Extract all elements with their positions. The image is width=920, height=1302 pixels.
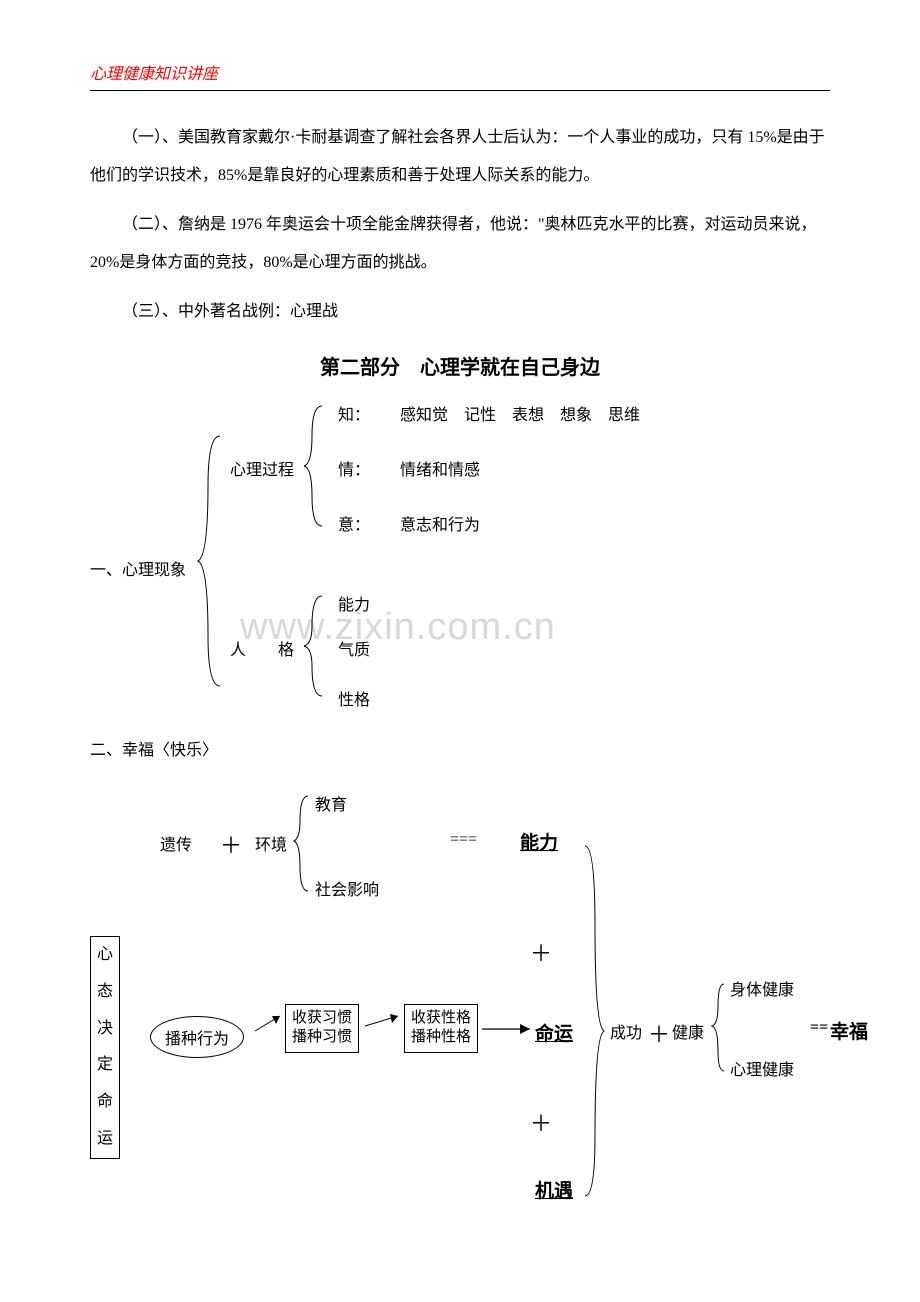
vbox-char: 心 (91, 937, 119, 974)
environment-label: 环境 (255, 831, 287, 855)
paragraph-2: （二）、詹纳是 1976 年奥运会十项全能金牌获得者，他说："奥林匹克水平的比赛… (90, 206, 830, 283)
paragraph-1: （一）、美国教育家戴尔·卡耐基调查了解社会各界人士后认为：一个人事业的成功，只有… (90, 119, 830, 196)
plus-icon: ＋ (648, 1017, 670, 1049)
habit-box-top: 收获习惯 (292, 1009, 352, 1029)
qing-items: 情绪和情感 (400, 456, 480, 480)
success-label: 成功 (610, 1019, 642, 1043)
fate-label: 命运 (535, 1019, 573, 1046)
subheading-happiness: 二、幸福〈快乐〉 (90, 736, 830, 760)
character-box-bot: 播种性格 (411, 1028, 471, 1048)
physical-health-label: 身体健康 (730, 976, 794, 1000)
equals-sign-2: == (810, 1019, 828, 1037)
habit-box-bot: 播种习惯 (292, 1028, 352, 1048)
vbox-char: 定 (91, 1047, 119, 1084)
zhi-label: 知： (338, 401, 370, 425)
root-label: 一、心理现象 (90, 556, 186, 580)
social-influence-label: 社会影响 (315, 876, 379, 900)
yi-items: 意志和行为 (400, 511, 480, 535)
health-label: 健康 (672, 1019, 704, 1043)
vbox-char: 决 (91, 1011, 119, 1048)
character-box-top: 收获性格 (411, 1009, 471, 1029)
sow-behavior-ellipse: 播种行为 (150, 1016, 244, 1058)
opportunity-label: 机遇 (535, 1176, 573, 1203)
plus-icon: ＋ (220, 828, 242, 860)
mindset-box: 心 态 决 定 命 运 (90, 936, 120, 1159)
character-box: 收获性格 播种性格 (404, 1004, 478, 1053)
equals-sign: === (450, 831, 477, 849)
education-label: 教育 (315, 791, 347, 815)
page-header: 心理健康知识讲座 (90, 60, 830, 91)
vbox-char: 运 (91, 1121, 119, 1158)
plus-icon: ＋ (530, 1106, 552, 1138)
diagram-happiness: 遗传 ＋ 环境 教育 社会影响 === 能力 ＋ 心 态 决 定 命 运 播种行… (90, 776, 890, 1206)
heredity-label: 遗传 (160, 831, 192, 855)
ability-label: 能力 (338, 591, 370, 615)
temperament-label: 气质 (338, 636, 370, 660)
yi-label: 意： (338, 511, 370, 535)
character-label: 性格 (338, 686, 370, 710)
mental-health-label: 心理健康 (730, 1056, 794, 1080)
section-2-title: 第二部分 心理学就在自己身边 (90, 351, 830, 380)
zhi-items: 感知觉 记性 表想 想象 思维 (400, 401, 640, 425)
diagram-hierarchy: www.zixin.com.cn 一、心理现象 心理过程 知： 感知觉 记性 表… (90, 396, 830, 726)
branch-process-label: 心理过程 (230, 456, 294, 480)
paragraph-3: （三）、中外著名战例：心理战 (90, 293, 830, 331)
plus-icon: ＋ (530, 936, 552, 968)
happiness-result: 幸福 (830, 1017, 868, 1044)
habit-box: 收获习惯 播种习惯 (285, 1004, 359, 1053)
branch-personality-label: 人 格 (230, 636, 294, 660)
ability-result: 能力 (520, 828, 558, 855)
qing-label: 情： (338, 456, 370, 480)
vbox-char: 命 (91, 1084, 119, 1121)
vbox-char: 态 (91, 974, 119, 1011)
